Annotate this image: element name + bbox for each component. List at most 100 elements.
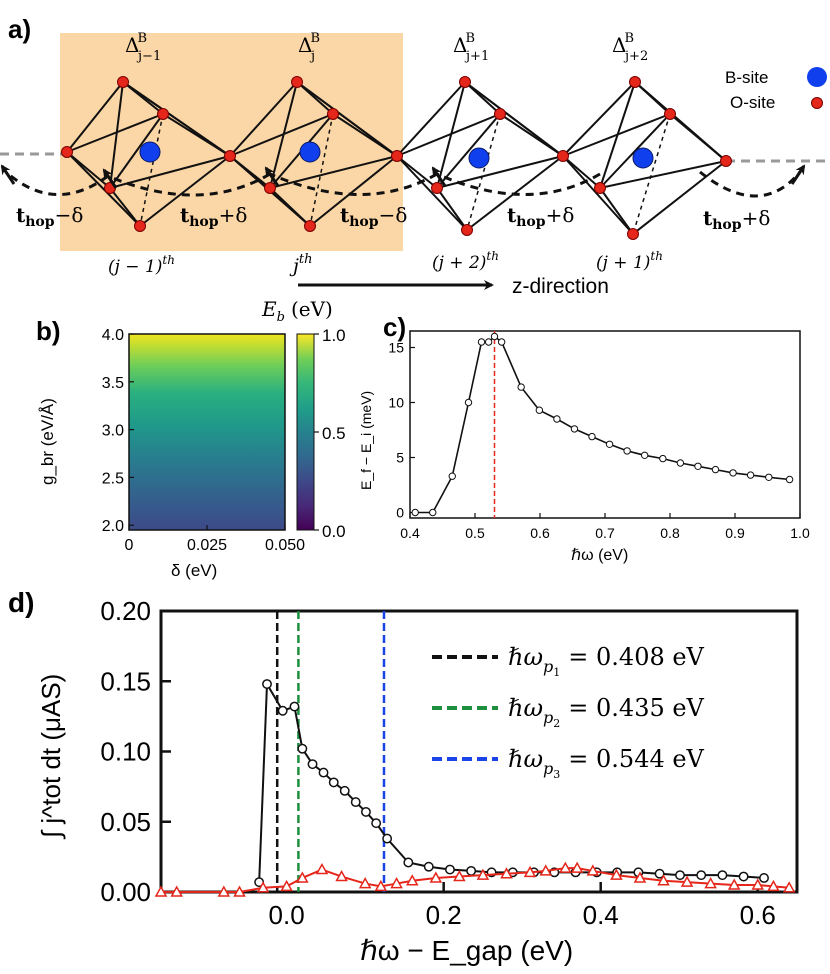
octahedron-edge bbox=[396, 81, 466, 157]
hop-arc bbox=[107, 172, 271, 197]
octahedra-chain bbox=[61, 76, 732, 240]
heatmap-xtick-label: 0.025 bbox=[187, 537, 227, 554]
panel-a-schematic: a) ΔB j−1 ΔB j ΔB j+1 ΔB j+2 thop−δ thop+δ t… bbox=[0, 14, 830, 298]
energy-point bbox=[640, 451, 649, 459]
current-point bbox=[360, 806, 371, 817]
current-point bbox=[696, 870, 707, 881]
osite-atom bbox=[134, 220, 146, 232]
octahedron-edge bbox=[396, 155, 438, 189]
current-point-triangle bbox=[570, 861, 584, 873]
octahedron-edge bbox=[109, 113, 164, 189]
osite-atom bbox=[629, 76, 641, 88]
panel-d-xtick-label: 0.0 bbox=[269, 900, 305, 930]
hop-arc bbox=[436, 172, 601, 196]
energy-point bbox=[429, 508, 437, 517]
energy-point bbox=[694, 462, 702, 470]
panel-d-xtick-label: 0.6 bbox=[740, 900, 776, 930]
energy-point bbox=[448, 472, 456, 480]
energy-point bbox=[588, 432, 596, 441]
current-point bbox=[717, 870, 728, 881]
hop-labels: thop−δ thop+δ thop−δ thop+δ thop+δ bbox=[16, 203, 770, 233]
osite-atom bbox=[291, 76, 303, 88]
osite-atom bbox=[61, 146, 73, 158]
panel-c-ytick-label: 10 bbox=[388, 395, 404, 411]
hop-label-4: thop+δ bbox=[507, 203, 574, 230]
octahedron-edge bbox=[632, 160, 727, 235]
octahedron-edge bbox=[464, 81, 564, 157]
energy-point bbox=[517, 383, 525, 391]
energy-point bbox=[553, 415, 561, 423]
octahedron-edge bbox=[396, 113, 501, 157]
octahedron-edge bbox=[66, 151, 141, 227]
panel-d-plot bbox=[154, 611, 796, 897]
current-point bbox=[423, 861, 434, 872]
current-point bbox=[738, 871, 749, 882]
octahedron-edge bbox=[562, 113, 671, 157]
heatmap-ytick-label: 2.5 bbox=[102, 470, 124, 487]
panel-c-ytick-label: 5 bbox=[396, 450, 404, 466]
panel-c-xtick-label: 0.7 bbox=[595, 525, 615, 541]
panel-d-ytick-label: 0.05 bbox=[100, 807, 151, 837]
current-point bbox=[307, 759, 318, 770]
site-legend: B-site O-site bbox=[725, 67, 827, 112]
site-label-1: (j − 1)th bbox=[108, 253, 175, 277]
current-point bbox=[289, 701, 300, 712]
osite-atom bbox=[459, 76, 471, 88]
legend-entry: ℏωp3= 0.544 eV bbox=[508, 745, 705, 781]
octahedron-hidden-edge bbox=[309, 113, 334, 227]
energy-point bbox=[711, 465, 720, 474]
heatmap-ylabel: g_br (eV/Å) bbox=[38, 398, 57, 485]
panel-c-frame bbox=[409, 330, 801, 519]
octahedron-edge bbox=[109, 187, 141, 227]
current-point-triangle bbox=[782, 881, 796, 893]
energy-point bbox=[535, 406, 544, 414]
colorbar-title: Eb (eV) bbox=[261, 297, 333, 325]
hop-label-5: thop+δ bbox=[703, 206, 770, 233]
energy-point bbox=[659, 454, 667, 463]
panel-d-ytick-label: 0.00 bbox=[100, 877, 151, 907]
current-point-triangle bbox=[405, 874, 419, 886]
octahedron-edge bbox=[122, 81, 231, 157]
energy-point bbox=[676, 459, 685, 467]
z-direction-label: z-direction bbox=[512, 275, 609, 298]
panel-d-xtick-label: 0.2 bbox=[426, 900, 462, 930]
osite-atom bbox=[117, 76, 129, 88]
colorbar-tick-label: 1.0 bbox=[322, 326, 346, 345]
hop-arrowhead bbox=[102, 168, 118, 189]
octahedron-hidden-edge bbox=[632, 113, 671, 235]
bsite-legend-marker bbox=[807, 67, 827, 87]
current-point-triangle bbox=[476, 868, 490, 880]
octahedron-edge bbox=[139, 155, 231, 227]
panel-c-xtick-label: 0.6 bbox=[530, 525, 550, 541]
legend-entry: ℏωp2= 0.435 eV bbox=[508, 694, 705, 730]
octahedron-edge bbox=[599, 160, 727, 189]
panel-d-ticks: 0.0 0.2 0.4 0.6 0.00 0.05 0.10 0.15 0.20 bbox=[100, 596, 775, 930]
hop-label-2: thop+δ bbox=[180, 203, 247, 230]
current-point-triangle bbox=[704, 877, 717, 889]
site-label-3: (j + 2)th bbox=[432, 249, 499, 273]
current-point-triangle bbox=[500, 867, 513, 879]
panel-c-xtick-label: 0.5 bbox=[465, 525, 485, 541]
hop-arrowhead bbox=[264, 166, 280, 187]
hop-arc bbox=[269, 172, 438, 196]
energy-point bbox=[497, 338, 506, 346]
current-point-triangle bbox=[256, 881, 270, 893]
heatmap-image bbox=[129, 334, 285, 530]
panel-d-line-chart: d) 0.0 0.2 0.4 0.6 0.00 0.05 0.10 0.15 0.20 ℏω −… bbox=[8, 587, 799, 966]
octahedron-edge bbox=[562, 155, 601, 189]
current-point-triangle bbox=[170, 885, 183, 897]
octahedron-edge bbox=[66, 81, 124, 153]
highlight-region bbox=[60, 33, 403, 251]
octahedron-edge bbox=[562, 155, 634, 235]
osite-atom bbox=[304, 220, 316, 232]
hop-label-3: thop−δ bbox=[340, 203, 407, 230]
octahedron-edge bbox=[269, 155, 398, 189]
current-point bbox=[328, 777, 339, 788]
energy-point bbox=[411, 508, 419, 517]
energy-point bbox=[765, 473, 773, 481]
current-point bbox=[403, 857, 414, 868]
current-point bbox=[318, 767, 329, 778]
current-point-triangle bbox=[610, 868, 623, 880]
panel-c-ticks: 0.4 0.5 0.6 0.7 0.8 0.9 1.0 0 5 10 15 bbox=[388, 340, 810, 542]
hop-arc bbox=[699, 170, 802, 198]
